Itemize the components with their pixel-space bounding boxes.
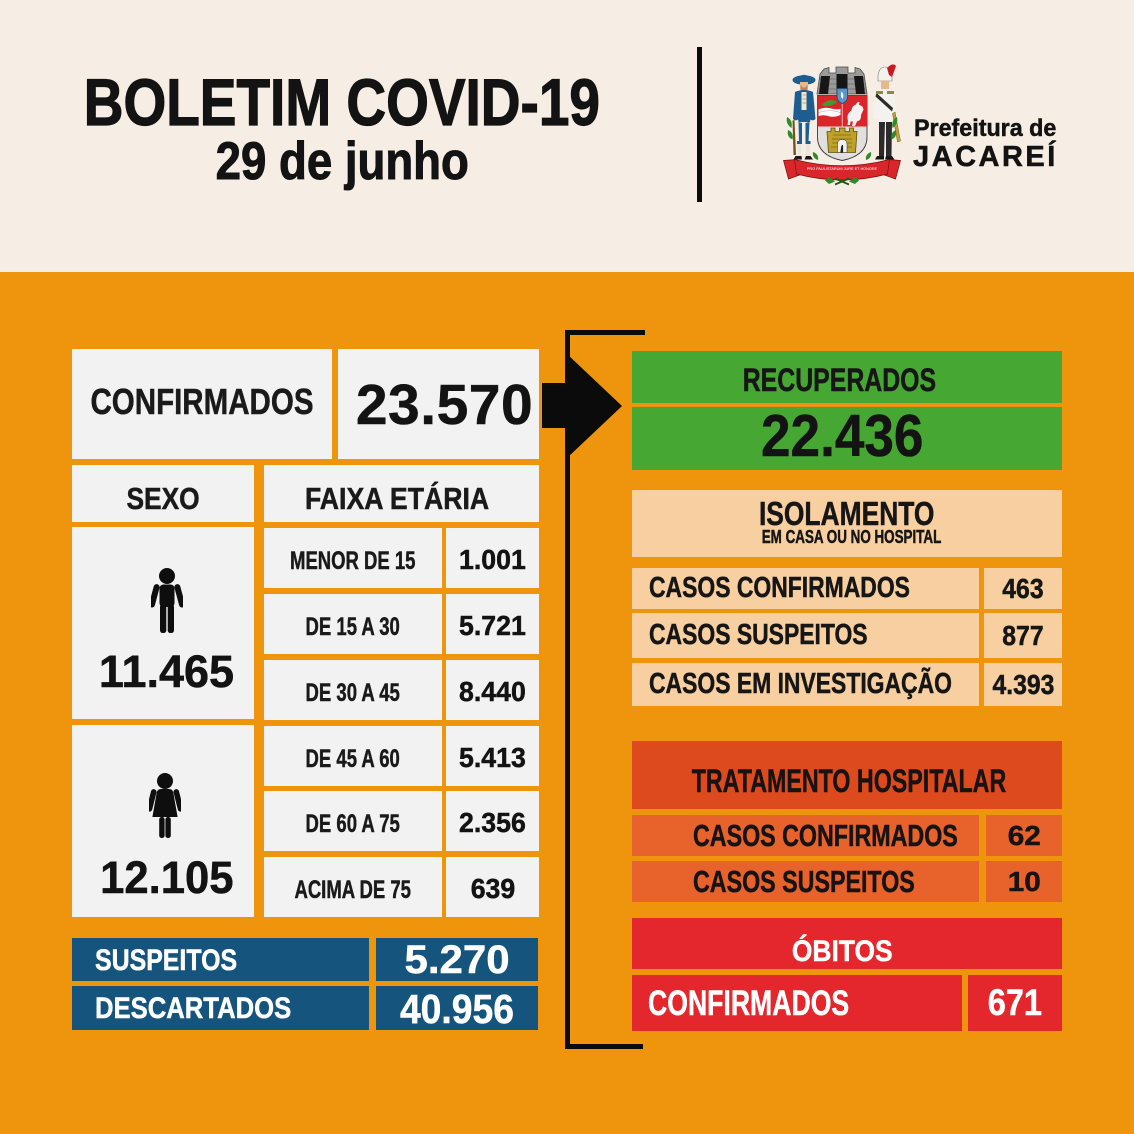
svg-text:PRO PAULISTARUM JURE ET HONORE: PRO PAULISTARUM JURE ET HONORE	[807, 167, 878, 171]
